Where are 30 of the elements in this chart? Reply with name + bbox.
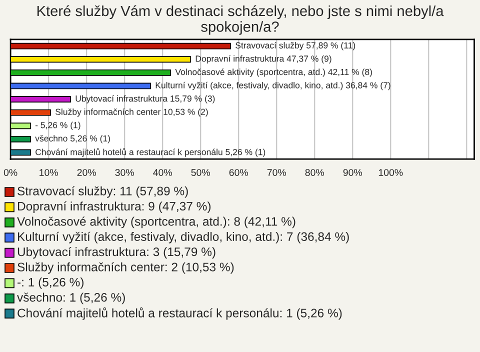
x-tick-label: 100%: [378, 169, 403, 176]
text: Dopravní infrastruktura: 9 (47,37 %): [18, 201, 211, 213]
text: Volnočasové aktivity (sportcentra, atd.): 8 (42,11 %): [17, 216, 296, 228]
x-tick-label: 20%: [77, 169, 96, 176]
category-label: Ubytovací infrastruktura 15,79 % (3): [76, 95, 215, 104]
category-label: Chování majitelů hotelů a restaurací k personálu 5,26 % (1): [36, 148, 266, 157]
category-label: všechno 5,26 % (1): [35, 135, 110, 144]
category-label: Kulturní vyžití (akce, festivaly, divadlo, kino, atd.) 36,84 % (7): [156, 82, 390, 90]
text: všechno: 1 (5,26 %): [17, 292, 125, 304]
x-tick-label: 50%: [191, 169, 210, 176]
x-tick-label: 10%: [40, 169, 58, 176]
text: Ubytovací infrastruktura: 3 (15,79 %): [18, 247, 216, 259]
category-label: - 5,26 % (1): [36, 122, 80, 130]
text: Služby informačních center: 2 (10,53 %): [18, 262, 234, 274]
category-label: Volnočasové aktivity (sportcentra, atd.) 42,11 % (8): [175, 68, 372, 77]
category-label: Dopravní infrastruktura 47,37 % (9): [196, 55, 332, 64]
category-label: Služby informačních center 10,53 % (2): [56, 108, 208, 117]
x-tick-label: 0%: [4, 169, 18, 176]
category-label: Stravovací služby 57,89 % (11): [236, 42, 356, 50]
x-tick-label: 40%: [153, 169, 172, 176]
chart-title: Které služby Vám v destinaci scházely, nebo jste s nimi nebyl/a spokojen/a?: [37, 5, 444, 35]
text: Stravovací služby: 11 (57,89 %): [18, 186, 188, 198]
text: Kulturní vyžití (akce, festivaly, divadlo, kino, atd.): 7 (36,84 %): [18, 232, 349, 244]
text: Chování majitelů hotelů a restaurací k personálu: 1 (5,26 %): [18, 307, 342, 320]
text: -: 1 (5,26 %): [18, 278, 84, 289]
x-tick-label: 70%: [267, 169, 286, 176]
x-tick-label: 90%: [343, 169, 362, 176]
x-tick-label: 60%: [229, 169, 248, 176]
x-tick-label: 30%: [115, 169, 134, 176]
x-tick-label: 80%: [305, 169, 324, 176]
